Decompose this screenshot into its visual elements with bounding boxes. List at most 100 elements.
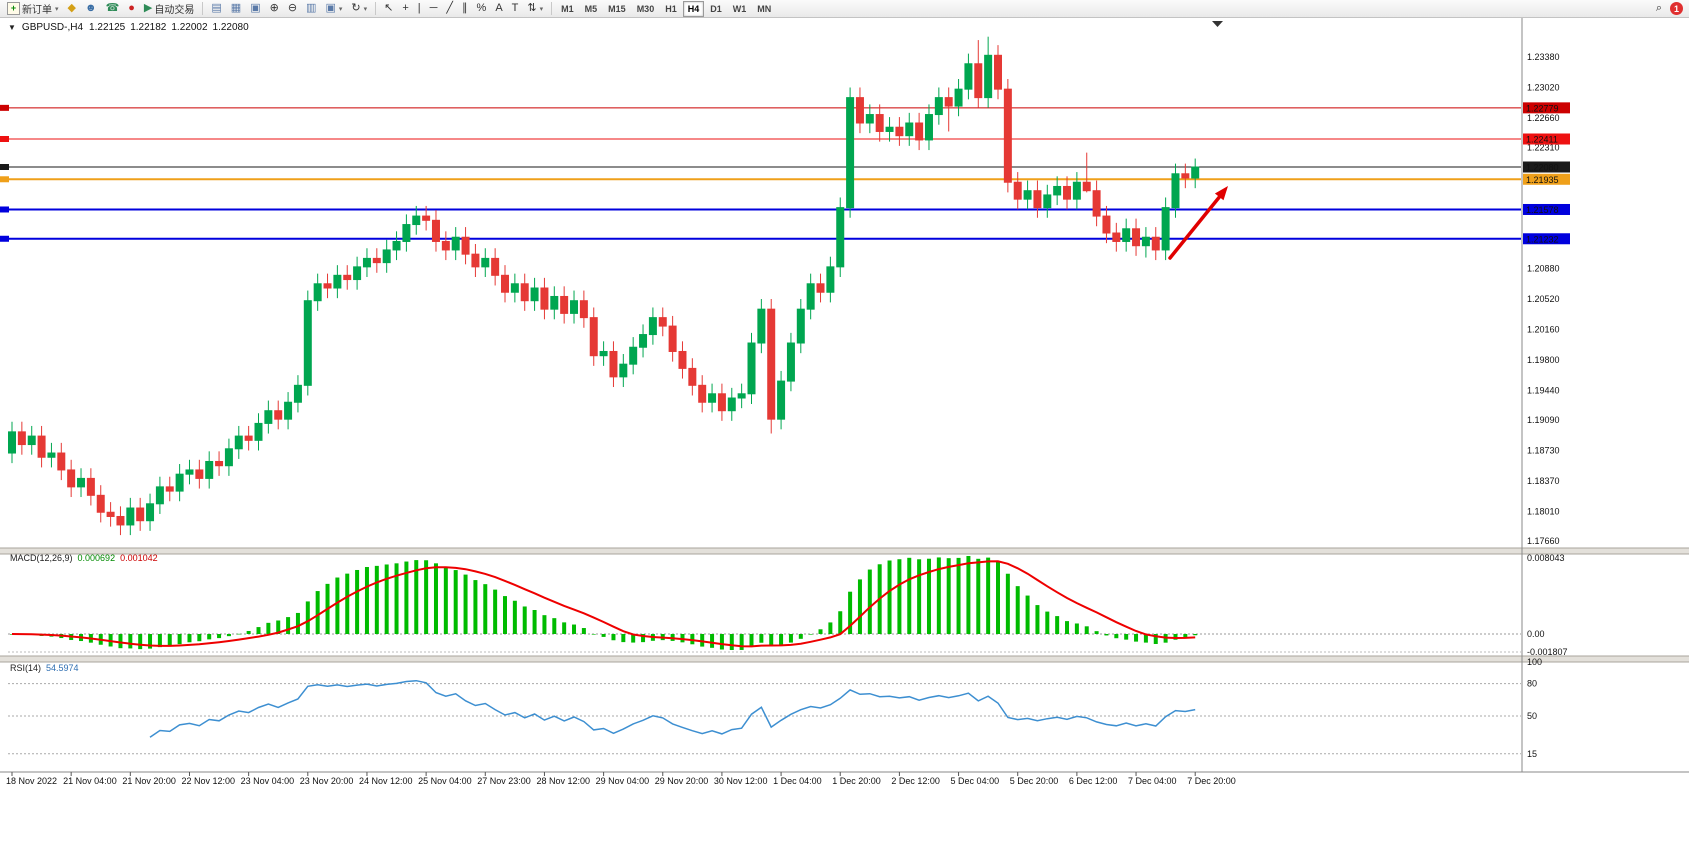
zoom-out-button[interactable]: ⊖ — [284, 0, 301, 18]
text-tool-button[interactable]: A — [491, 0, 506, 18]
price-axis-tick: 1.22660 — [1527, 113, 1560, 123]
macd-histogram-bar — [552, 618, 557, 634]
candle-body — [165, 486, 174, 492]
vertical-line-tool-button[interactable]: | — [414, 0, 425, 18]
macd-histogram-bar — [926, 558, 931, 634]
chart-symbol-label: GBPUSD-,H4 — [21, 22, 84, 33]
level-left-marker — [0, 164, 9, 171]
horizontal-line-tool-button[interactable]: ─ — [426, 0, 442, 18]
candle-body — [1092, 190, 1101, 217]
candle-body — [717, 393, 726, 412]
macd-histogram-bar — [522, 606, 527, 634]
macd-histogram-bar — [710, 634, 715, 648]
candle-body — [67, 469, 76, 488]
timeframe-m1-button[interactable]: M1 — [561, 3, 574, 14]
cascade-windows-button[interactable]: ▦ — [227, 0, 245, 18]
crosshair-tool-button[interactable]: + — [398, 0, 412, 18]
record-button[interactable]: ● — [124, 0, 139, 18]
rsi-axis-tick: 100 — [1527, 657, 1542, 667]
candle-body — [116, 515, 125, 526]
timeframe-h1-button[interactable]: H1 — [665, 3, 677, 14]
text-label-tool-button[interactable]: T — [508, 0, 523, 18]
macd-histogram-bar — [1065, 621, 1070, 634]
equidistant-channel-icon: ∥ — [462, 2, 468, 14]
panel-separator[interactable] — [0, 656, 1689, 662]
macd-histogram-bar — [1104, 634, 1109, 636]
arrow-annotation-line[interactable] — [1168, 193, 1223, 260]
mql-market-button[interactable]: ◆ — [64, 0, 80, 18]
candle-body — [284, 401, 293, 420]
candle-body — [767, 308, 776, 420]
profiles-button[interactable]: ↻ ▾ — [347, 0, 371, 18]
macd-histogram-bar — [1183, 634, 1188, 638]
new-order-button[interactable]: + 新订单 ▾ — [3, 0, 63, 18]
timeframe-m15-button[interactable]: M15 — [608, 3, 626, 14]
panel-separator[interactable] — [0, 548, 1689, 554]
candle-body — [126, 507, 135, 526]
timeframe-mn-button[interactable]: MN — [757, 3, 772, 14]
candle-body — [431, 219, 440, 242]
timeframe-m30-button[interactable]: M30 — [636, 3, 655, 14]
community-button[interactable]: ☻ — [81, 0, 101, 18]
trendline-tool-button[interactable]: ╱ — [442, 0, 457, 18]
macd-histogram-bar — [581, 628, 586, 634]
price-axis-tick: 1.20880 — [1527, 264, 1560, 274]
tile-windows-button[interactable]: ▤ — [207, 0, 225, 18]
fibonacci-tool-button[interactable]: % — [473, 0, 491, 18]
macd-histogram-bar — [394, 563, 399, 634]
channel-tool-button[interactable]: ∥ — [458, 0, 472, 18]
timeframe-h4-button[interactable]: H4 — [682, 0, 705, 17]
zoom-in-button[interactable]: ⊕ — [266, 0, 283, 18]
cursor-tool-button[interactable]: ↖ — [380, 0, 397, 18]
candle-body — [510, 283, 519, 293]
candle-body — [27, 435, 36, 446]
new-chart-button[interactable]: ▣ ▾ — [321, 0, 346, 18]
arrow-annotation-head[interactable] — [1214, 186, 1228, 201]
candle-body — [1043, 194, 1052, 209]
candle-body — [1082, 181, 1091, 192]
price-badge-value: 1.21578 — [1526, 205, 1559, 215]
macd-histogram-bar — [936, 557, 941, 634]
macd-histogram-bar — [246, 630, 251, 634]
rsi-axis-tick: 15 — [1527, 749, 1537, 759]
price-axis[interactable] — [1522, 18, 1688, 772]
candle-body — [934, 97, 943, 116]
auto-trading-button[interactable]: ▶ 自动交易 — [140, 0, 198, 18]
macd-histogram-bar — [700, 634, 705, 647]
price-badge — [1523, 161, 1570, 173]
toolbar: + 新订单 ▾ ◆ ☻ ☎ ● ▶ 自动交易 ▤ ▦ ▣ ⊕ ⊖ ▥ ▣ ▾ ↻… — [0, 0, 1689, 18]
support-button[interactable]: ☎ — [102, 0, 124, 18]
macd-histogram-bar — [503, 596, 507, 634]
macd-axis-zero: 0.00 — [1527, 629, 1545, 639]
rsi-line — [149, 679, 1196, 738]
chart-menu-arrow-icon[interactable]: ▼ — [8, 23, 16, 32]
vertical-line-icon: | — [417, 2, 421, 14]
time-axis-label: 6 Dec 12:00 — [1069, 776, 1118, 786]
macd-histogram-bar — [749, 634, 754, 648]
arrange-windows-button[interactable]: ▣ — [246, 0, 264, 18]
bar-chart-button[interactable]: ▥ — [302, 0, 320, 18]
chart-close-value: 1.22080 — [212, 22, 249, 33]
time-axis[interactable] — [0, 772, 1523, 794]
timeframe-d1-button[interactable]: D1 — [710, 3, 722, 14]
macd-histogram-bar — [1025, 595, 1030, 634]
macd-histogram-bar — [956, 557, 961, 634]
timeframe-w1-button[interactable]: W1 — [732, 3, 747, 14]
timeframe-m5-button[interactable]: M5 — [584, 3, 598, 14]
macd-histogram-bar — [1015, 586, 1020, 634]
rsi-axis-tick: 80 — [1527, 679, 1537, 689]
chart-shift-marker[interactable] — [1212, 21, 1223, 27]
dropdown-arrow-icon: ▾ — [539, 5, 544, 13]
notification-badge[interactable]: 1 — [1670, 2, 1683, 15]
candle-body — [333, 274, 342, 289]
search-button[interactable]: ⌕ — [1652, 0, 1666, 18]
macd-histogram-bar — [197, 634, 202, 642]
candle-body — [885, 126, 894, 132]
candle-body — [422, 215, 431, 221]
candle-body — [501, 274, 509, 293]
candle-body — [441, 240, 450, 251]
candle-body — [412, 215, 421, 226]
candle-body — [1132, 228, 1141, 247]
arrows-tool-button[interactable]: ⇅ ▾ — [523, 0, 547, 18]
